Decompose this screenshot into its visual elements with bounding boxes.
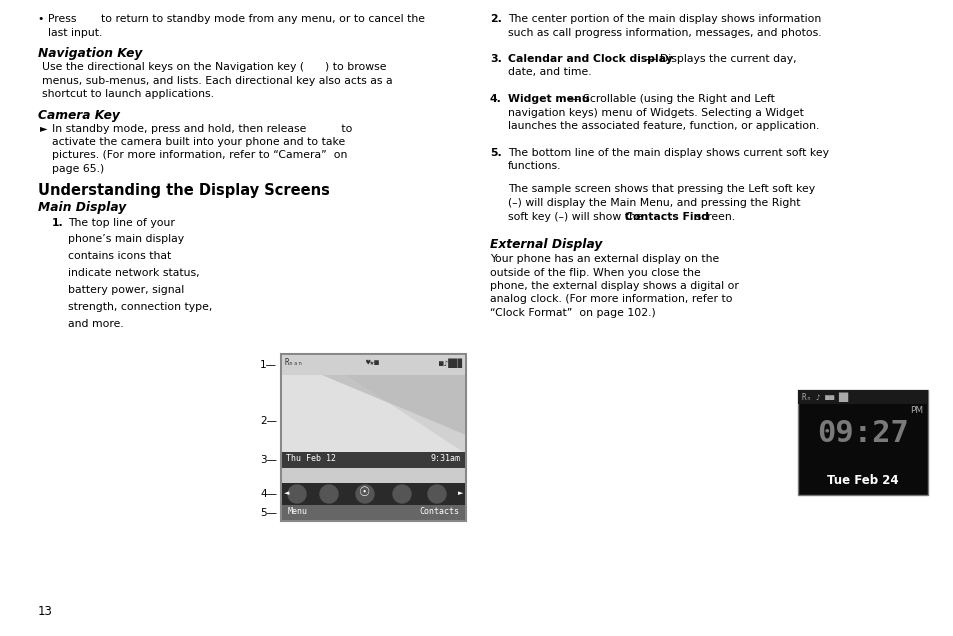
Bar — [282, 452, 464, 468]
Text: External Display: External Display — [490, 238, 601, 251]
Bar — [282, 355, 464, 375]
Polygon shape — [322, 375, 464, 435]
Text: PM: PM — [909, 406, 923, 415]
Text: page 65.): page 65.) — [52, 164, 104, 174]
Text: In standby mode, press and hold, then release          to: In standby mode, press and hold, then re… — [52, 123, 352, 134]
Text: navigation keys) menu of Widgets. Selecting a Widget: navigation keys) menu of Widgets. Select… — [507, 107, 803, 118]
Text: activate the camera built into your phone and to take: activate the camera built into your phon… — [52, 137, 345, 147]
Text: 9:31am: 9:31am — [431, 454, 460, 463]
Text: screen.: screen. — [692, 212, 735, 221]
Text: — Scrollable (using the Right and Left: — Scrollable (using the Right and Left — [564, 94, 774, 104]
Text: outside of the flip. When you close the: outside of the flip. When you close the — [490, 268, 700, 277]
Text: — Displays the current day,: — Displays the current day, — [641, 54, 796, 64]
Text: Rₙₐₙ: Rₙₐₙ — [285, 358, 303, 367]
Text: phone, the external display shows a digital or: phone, the external display shows a digi… — [490, 281, 739, 291]
Text: The center portion of the main display shows information: The center portion of the main display s… — [507, 14, 821, 24]
Text: (–) will display the Main Menu, and pressing the Right: (–) will display the Main Menu, and pres… — [507, 198, 800, 208]
Text: “Clock Format”  on page 102.): “Clock Format” on page 102.) — [490, 308, 655, 318]
Bar — [281, 354, 465, 521]
Text: Thu Feb 12: Thu Feb 12 — [286, 454, 335, 463]
Text: battery power, signal: battery power, signal — [68, 285, 184, 295]
Text: Tue Feb 24: Tue Feb 24 — [826, 474, 898, 487]
Text: 3—: 3— — [260, 455, 276, 465]
Text: strength, connection type,: strength, connection type, — [68, 302, 213, 312]
Text: Understanding the Display Screens: Understanding the Display Screens — [38, 184, 330, 198]
Circle shape — [428, 485, 446, 503]
Text: and more.: and more. — [68, 319, 124, 329]
Circle shape — [355, 485, 374, 503]
Text: The sample screen shows that pressing the Left soft key: The sample screen shows that pressing th… — [507, 184, 814, 195]
Text: menus, sub-menus, and lists. Each directional key also acts as a: menus, sub-menus, and lists. Each direct… — [42, 76, 393, 85]
Text: soft key (–) will show the: soft key (–) will show the — [507, 212, 645, 221]
Text: phone’s main display: phone’s main display — [68, 235, 184, 244]
Text: launches the associated feature, function, or application.: launches the associated feature, functio… — [507, 121, 819, 131]
Text: 5.: 5. — [490, 148, 501, 158]
Text: Your phone has an external display on the: Your phone has an external display on th… — [490, 254, 719, 264]
Text: ►: ► — [40, 123, 48, 134]
Text: ■♪███: ■♪███ — [438, 358, 461, 368]
Text: Widget menu: Widget menu — [507, 94, 589, 104]
Circle shape — [319, 485, 337, 503]
Text: • Press       to return to standby mode from any menu, or to cancel the: • Press to return to standby mode from a… — [38, 14, 424, 24]
Text: shortcut to launch applications.: shortcut to launch applications. — [42, 89, 213, 99]
Text: last input.: last input. — [48, 27, 102, 38]
Text: Camera Key: Camera Key — [38, 109, 120, 121]
Text: 2—: 2— — [260, 416, 276, 426]
Text: 1.: 1. — [52, 218, 64, 228]
Text: analog clock. (For more information, refer to: analog clock. (For more information, ref… — [490, 294, 732, 305]
Text: date, and time.: date, and time. — [507, 67, 591, 78]
Text: such as call progress information, messages, and photos.: such as call progress information, messa… — [507, 27, 821, 38]
Text: The top line of your: The top line of your — [68, 218, 174, 228]
Text: Menu: Menu — [288, 507, 308, 516]
Text: Contacts: Contacts — [418, 507, 458, 516]
Circle shape — [393, 485, 411, 503]
Text: ♥★■: ♥★■ — [366, 358, 379, 367]
Text: 2.: 2. — [490, 14, 501, 24]
Text: Main Display: Main Display — [38, 202, 126, 214]
Text: indicate network status,: indicate network status, — [68, 268, 199, 278]
Text: 1—: 1— — [260, 360, 276, 370]
Bar — [797, 390, 927, 404]
Text: 3.: 3. — [490, 54, 501, 64]
Text: 4.: 4. — [490, 94, 501, 104]
Text: contains icons that: contains icons that — [68, 251, 172, 261]
Bar — [282, 505, 464, 520]
Text: Calendar and Clock display: Calendar and Clock display — [507, 54, 672, 64]
Text: 4—: 4— — [260, 489, 276, 499]
Text: functions.: functions. — [507, 161, 561, 171]
Text: ◄: ◄ — [284, 490, 289, 496]
Text: Rₙ ♪ ■■ ██: Rₙ ♪ ■■ ██ — [801, 392, 847, 401]
Text: 09:27: 09:27 — [816, 418, 908, 448]
Text: 5—: 5— — [260, 508, 276, 518]
Text: Contacts Find: Contacts Find — [625, 212, 709, 221]
Polygon shape — [322, 375, 464, 453]
Text: Navigation Key: Navigation Key — [38, 47, 142, 60]
Text: Use the directional keys on the Navigation key (      ) to browse: Use the directional keys on the Navigati… — [42, 62, 386, 72]
Bar — [797, 390, 927, 495]
Text: ►: ► — [457, 490, 462, 496]
Text: 13: 13 — [38, 605, 52, 618]
Text: The bottom line of the main display shows current soft key: The bottom line of the main display show… — [507, 148, 828, 158]
Circle shape — [288, 485, 306, 503]
Bar — [282, 483, 464, 505]
Text: ☉: ☉ — [359, 487, 370, 499]
Text: pictures. (For more information, refer to “Camera”  on: pictures. (For more information, refer t… — [52, 151, 347, 160]
Bar — [282, 375, 464, 467]
